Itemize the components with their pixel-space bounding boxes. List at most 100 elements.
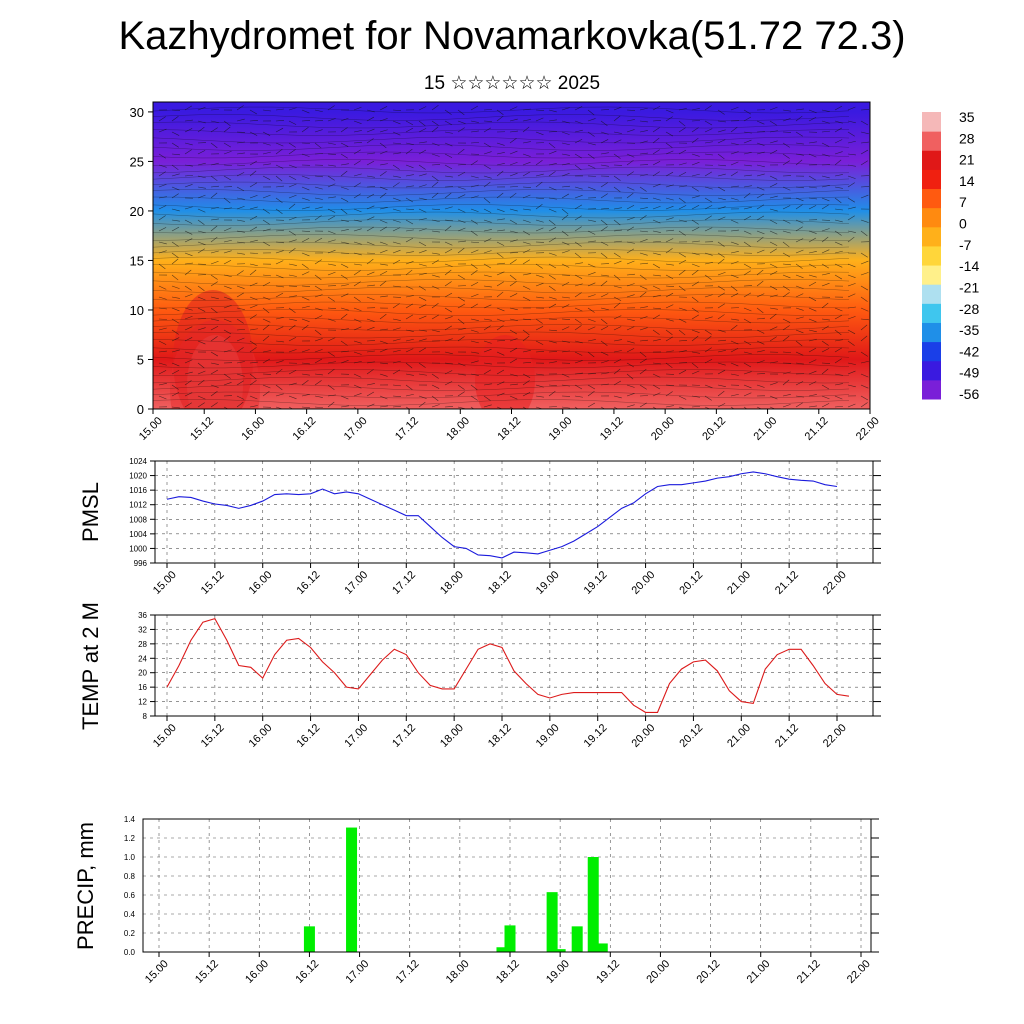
wind-barb — [522, 208, 531, 211]
wind-barb — [457, 127, 465, 133]
wind-barb — [548, 219, 556, 226]
wind-barb — [210, 391, 218, 397]
wind-barb — [392, 219, 401, 223]
wind-barb — [704, 128, 713, 133]
wind-barb — [314, 206, 323, 210]
y-tick-label: 36 — [138, 611, 147, 620]
wind-barb — [574, 164, 582, 171]
wind-barb — [535, 227, 544, 232]
wind-barb — [405, 219, 414, 225]
wind-barb — [522, 161, 531, 166]
precip-bar — [587, 857, 599, 952]
wind-barb — [197, 285, 205, 292]
wind-barb — [769, 395, 778, 400]
wind-barb — [171, 226, 180, 232]
wind-barb — [483, 383, 492, 386]
wind-barb — [808, 405, 817, 408]
wind-barb — [457, 120, 466, 124]
wind-barb — [782, 153, 790, 159]
wind-barb — [795, 263, 803, 269]
wind-barb — [769, 336, 777, 342]
contour-line — [153, 249, 850, 256]
wind-barb — [353, 263, 362, 266]
wind-barb — [795, 249, 804, 254]
wind-barb — [548, 351, 558, 353]
wind-barb — [665, 362, 673, 369]
wind-barb — [730, 347, 739, 353]
colorbar-label: -21 — [959, 279, 979, 295]
wind-barb — [470, 160, 478, 166]
section-contours — [153, 106, 850, 406]
wind-barb — [600, 226, 608, 232]
wind-barb — [795, 293, 804, 298]
wind-barb — [158, 318, 168, 320]
wind-barb — [379, 270, 388, 276]
x-tick-label: 17.12 — [390, 722, 418, 750]
wind-barb — [834, 197, 842, 204]
wind-barb — [704, 197, 713, 203]
wind-barb — [691, 362, 699, 369]
wind-barb — [301, 142, 311, 144]
wind-barb — [561, 185, 570, 188]
wind-barb — [795, 362, 804, 365]
wind-barb — [171, 307, 180, 312]
wind-barb — [574, 395, 583, 398]
contour-line — [153, 226, 850, 234]
wind-barb — [600, 109, 609, 111]
wind-barb — [795, 219, 804, 224]
wind-barb — [769, 150, 778, 155]
wind-barb — [327, 208, 336, 213]
wind-barb — [327, 271, 336, 276]
wind-barb — [327, 263, 336, 266]
wind-barb — [470, 263, 478, 269]
wind-barb — [821, 318, 830, 321]
wind-barb — [678, 205, 687, 210]
wind-barb — [197, 230, 206, 234]
wind-barb — [652, 127, 660, 133]
wind-barb — [756, 131, 765, 133]
wind-barb — [483, 304, 492, 309]
wind-barb — [262, 131, 271, 136]
contour-line — [153, 151, 850, 159]
x-tick-label: 21.00 — [751, 415, 779, 443]
y-axis-label: TEMP at 2 M — [78, 602, 103, 730]
wind-barb — [249, 380, 257, 386]
precip-bar — [571, 926, 583, 952]
wind-barb — [223, 349, 232, 353]
y-tick-label: 0.0 — [124, 948, 136, 957]
wind-barb — [652, 230, 661, 233]
wind-barb — [184, 174, 193, 177]
wind-barb — [652, 241, 661, 243]
wind-barb — [795, 316, 804, 320]
wind-barb — [496, 142, 505, 146]
wind-barb — [639, 120, 648, 123]
wind-barb — [717, 339, 726, 342]
wind-barb — [678, 127, 686, 133]
wind-barb — [470, 340, 479, 344]
wind-barb — [808, 329, 817, 333]
wind-barb — [574, 274, 583, 279]
colorbar-label: -56 — [959, 386, 979, 402]
wind-barb — [405, 303, 413, 309]
wind-barb — [626, 318, 635, 321]
wind-barb — [561, 230, 569, 237]
wind-barb — [769, 307, 778, 310]
x-tick-label: 18.12 — [495, 415, 523, 443]
wind-barb — [704, 262, 713, 265]
wind-barb — [405, 127, 414, 133]
wind-barb — [548, 186, 557, 191]
wind-barb — [236, 252, 245, 255]
wind-barb — [353, 106, 362, 111]
wind-barb — [756, 360, 765, 364]
x-tick-label: 20.12 — [700, 415, 728, 443]
colorbar-swatch — [922, 379, 941, 400]
wind-barb — [249, 226, 258, 232]
wind-barb — [366, 186, 376, 188]
wind-barb — [379, 328, 388, 331]
wind-barb — [392, 131, 401, 136]
wind-barb — [223, 329, 232, 335]
y-tick-label: 32 — [138, 625, 147, 634]
wind-barb — [639, 351, 647, 358]
wind-barb — [769, 230, 778, 235]
wind-barb — [509, 281, 517, 287]
